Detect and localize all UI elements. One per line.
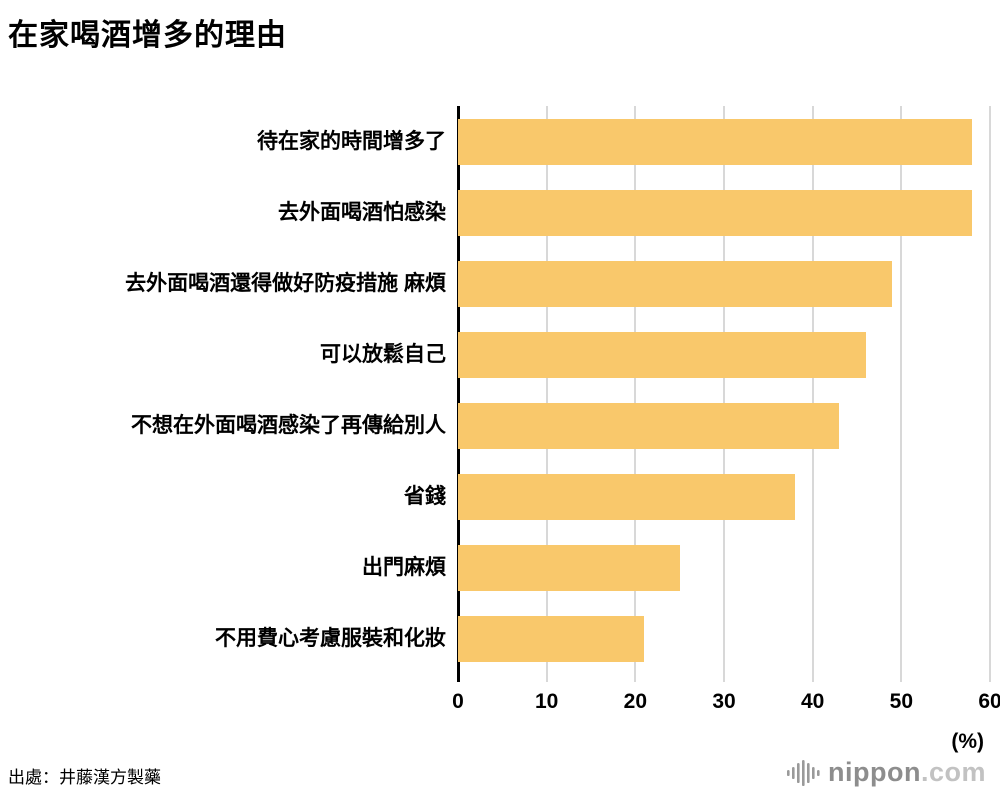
x-tick-label: 10 [534,690,559,713]
bar [458,331,866,378]
bar-chart: 待在家的時間增多了去外面喝酒怕感染去外面喝酒還得做好防疫措施 麻煩可以放鬆自己不… [0,106,1000,754]
bar-track [458,331,990,378]
chart-title: 在家喝酒增多的理由 [8,19,287,52]
chart-row: 不用費心考慮服裝和化妝 [0,603,1000,674]
x-tick-label: 0 [452,690,464,713]
bar [458,544,680,591]
x-tick-label: 20 [623,690,648,713]
logo-name: nippon [828,757,921,787]
bar-label: 去外面喝酒還得做好防疫措施 麻煩 [125,271,446,295]
chart-rows: 待在家的時間增多了去外面喝酒怕感染去外面喝酒還得做好防疫措施 麻煩可以放鬆自己不… [0,106,1000,674]
bar [458,473,795,520]
x-tick-label: 30 [712,690,736,713]
x-tick-label: 40 [800,690,825,713]
bar [458,189,973,236]
footer: 出處：井藤漢方製藥 nippon.com [8,757,986,788]
chart-row: 去外面喝酒怕感染 [0,177,1000,248]
bar-label: 可以放鬆自己 [320,342,446,366]
bar-label: 出門麻煩 [362,555,446,579]
chart-row: 去外面喝酒還得做好防疫措施 麻煩 [0,248,1000,319]
soundwave-icon [787,759,820,786]
chart-row: 省錢 [0,461,1000,532]
bar-track [458,615,990,662]
chart-row: 不想在外面喝酒感染了再傳給別人 [0,390,1000,461]
bar-label: 不想在外面喝酒感染了再傳給別人 [131,413,446,437]
bar-label: 省錢 [404,484,446,508]
bar [458,118,973,165]
nippon-logo: nippon.com [787,757,986,788]
chart-row: 出門麻煩 [0,532,1000,603]
gridline [723,106,725,682]
bar [458,615,645,662]
bar [458,402,840,449]
logo-tld: .com [920,757,986,787]
bar-label: 去外面喝酒怕感染 [278,200,446,224]
bar-track [458,402,990,449]
gridline [634,106,637,682]
gridlines [457,106,991,682]
x-axis: 0 10 20 30 40 50 60 [452,690,1000,718]
gridline [811,106,814,682]
bar-track [458,260,990,307]
gridline [545,106,548,682]
chart-row: 可以放鬆自己 [0,319,1000,390]
bar-label: 不用費心考慮服裝和化妝 [215,626,446,650]
chart-row: 待在家的時間增多了 [0,106,1000,177]
gridline [900,106,903,682]
source-text: 出處：井藤漢方製藥 [8,768,161,787]
bar-label: 待在家的時間增多了 [257,129,446,153]
x-tick-label: 50 [889,690,914,713]
bar-track [458,473,990,520]
y-axis-line [457,106,460,682]
logo-text: nippon.com [828,757,986,788]
bar-track [458,544,990,591]
bar-track [458,118,990,165]
unit-label: (%) [951,730,984,753]
x-tick-label: 60 [978,690,1000,713]
bar [458,260,893,307]
bar-track [458,189,990,236]
gridline [989,106,991,682]
